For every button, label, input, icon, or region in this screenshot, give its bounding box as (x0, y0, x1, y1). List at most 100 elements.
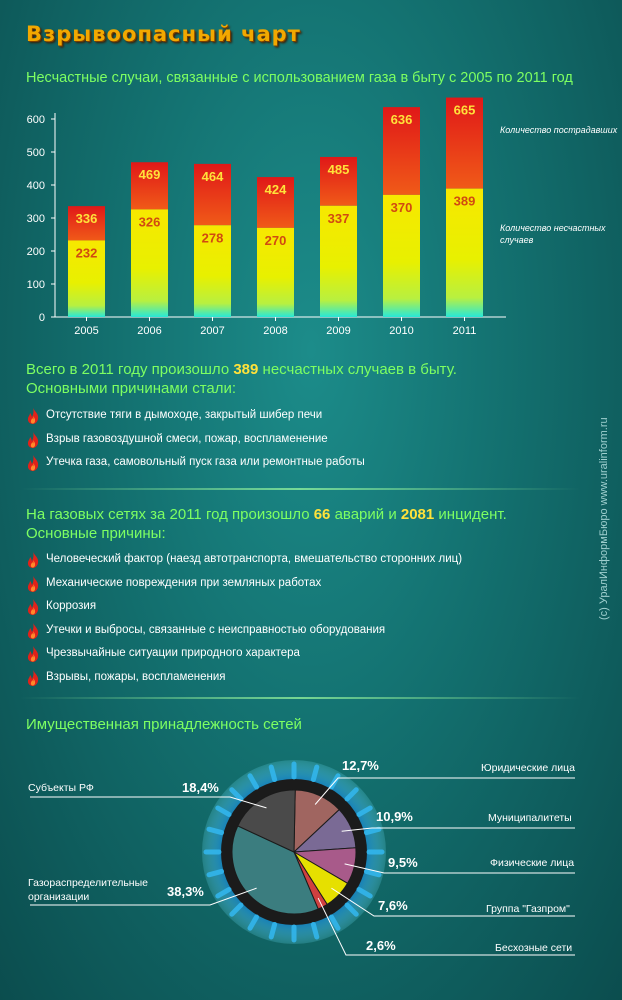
x-tick-label: 2009 (326, 325, 350, 337)
legend-accidents: Количество несчастных случаев (500, 223, 606, 245)
burner-flame (229, 787, 244, 802)
data-label-accidents: 232 (76, 245, 98, 260)
data-label-accidents: 370 (391, 200, 413, 215)
list-item-text: Взрыв газовоздушной смеси, пожар, воспла… (46, 432, 328, 445)
pie-pct-gazprom: 7,6% (378, 898, 408, 913)
burner-flame (215, 887, 232, 899)
list-item-text: Утечка газа, самовольный пуск газа или р… (46, 456, 365, 468)
data-label-victims: 485 (328, 162, 350, 177)
list-item: Отсутствие тяги в дымоходе, закрытый шиб… (26, 407, 457, 431)
x-tick-label: 2010 (389, 325, 413, 337)
burner-flame (356, 805, 373, 817)
leader-line (341, 827, 575, 832)
pie-chart (30, 760, 575, 956)
section-accidents: Всего в 2011 году произошло 389 несчастн… (26, 360, 457, 478)
bar-chart: 0 100 200 300 400 500 600 2005 336 232 2006 469 326 2… (27, 97, 506, 337)
list-item: Механические повреждения при земляных ра… (26, 575, 507, 599)
pie-pct-legal: 12,7% (342, 758, 379, 773)
pie-label-legal: Юридические лица (481, 762, 575, 774)
list-item-text: Механические повреждения при земляных ра… (46, 576, 322, 589)
pie-label-individuals: Физические лица (490, 857, 575, 869)
section-gas-networks: На газовых сетях за 2011 год произошло 6… (26, 505, 507, 692)
data-label-victims: 665 (454, 103, 476, 118)
burner-flame (268, 921, 278, 940)
page-title: Взрывоопасный чарт (26, 22, 301, 46)
pie-label-gro: Газораспределительные организации (28, 877, 148, 903)
legend-victims: Количество пострадавших (500, 125, 618, 135)
burner-flame (310, 764, 320, 783)
flame-icon (27, 646, 39, 662)
leader-line (30, 887, 257, 906)
burner-flame (344, 787, 359, 802)
data-label-accidents: 389 (454, 194, 476, 209)
x-tick-label: 2011 (453, 325, 477, 337)
data-label-victims: 336 (76, 211, 98, 226)
flame-icon (27, 622, 39, 639)
bar-accidents (194, 225, 231, 317)
bar-victims (446, 97, 483, 189)
list-item: Утечки и выбросы, связанные с неисправно… (26, 622, 507, 646)
flame-icon (27, 575, 39, 592)
bar-victims (194, 163, 231, 226)
section-networks-heading: На газовых сетях за 2011 год произошло 6… (26, 506, 507, 523)
list-item: Утечка газа, самовольный пуск газа или р… (26, 454, 457, 478)
list-item-text: Человеческий фактор (наезд автотранспорт… (46, 553, 463, 565)
burner-flame (206, 826, 225, 836)
pie-label-subjects: Субъекты РФ (28, 782, 94, 794)
bar-accidents (320, 205, 357, 317)
burner-flame (268, 764, 278, 783)
divider (20, 488, 580, 490)
list-item-text: Коррозия (46, 600, 97, 612)
burner-flame (344, 902, 359, 917)
pie-chart-title: Имущественная принадлежность сетей (26, 716, 302, 733)
y-tick-label: 500 (27, 147, 45, 159)
list-item-text: Отсутствие тяги в дымоходе, закрытый шиб… (46, 409, 323, 421)
data-label-victims: 469 (139, 167, 161, 182)
leader-line (317, 897, 575, 956)
pie-label-gazprom: Группа "Газпром" (486, 903, 570, 915)
bar-accidents (68, 240, 105, 317)
list-item-text: Взрывы, пожары, воспламенения (46, 670, 226, 683)
data-label-accidents: 326 (139, 214, 161, 229)
data-label-victims: 424 (265, 182, 287, 197)
pie-pct-individuals: 9,5% (388, 855, 418, 870)
flame-icon (27, 669, 39, 686)
flame-icon (27, 455, 39, 471)
divider (20, 697, 580, 699)
pie-pct-subjects: 18,4% (182, 780, 219, 795)
causes-list-1: Отсутствие тяги в дымоходе, закрытый шиб… (26, 407, 457, 478)
list-item: Взрыв газовоздушной смеси, пожар, воспла… (26, 431, 457, 455)
bar-victims (383, 107, 420, 195)
x-tick-label: 2007 (200, 325, 224, 337)
list-item-text: Чрезвычайные ситуации природного характе… (46, 647, 300, 659)
bar-victims (68, 206, 105, 241)
y-tick-label: 600 (27, 114, 45, 126)
bar-victims (257, 177, 294, 228)
x-tick-label: 2008 (263, 325, 287, 337)
list-item: Коррозия (26, 598, 507, 622)
pie-label-municipal: Муниципалитеты (488, 812, 572, 824)
flame-icon (27, 408, 39, 424)
pie-slice (237, 789, 296, 853)
section-accidents-heading: Всего в 2011 году произошло 389 несчастн… (26, 361, 457, 378)
list-item-text: Утечки и выбросы, связанные с неисправно… (46, 623, 386, 636)
bar-accidents (131, 209, 168, 317)
burner-flame (215, 805, 232, 817)
data-label-victims: 464 (202, 169, 224, 184)
pie-pct-gro: 38,3% (167, 884, 204, 899)
y-tick-label: 200 (27, 246, 45, 258)
list-item: Взрывы, пожары, воспламенения (26, 669, 507, 693)
section-networks-subheading: Основные причины: (26, 525, 166, 542)
leader-line (30, 796, 267, 809)
burner-flame (206, 868, 225, 878)
flame-icon (27, 599, 39, 615)
leader-line (331, 887, 575, 917)
y-tick-label: 100 (27, 279, 45, 291)
list-item: Человеческий фактор (наезд автотранспорт… (26, 551, 507, 575)
flame-icon (27, 552, 39, 568)
burner-flame (356, 887, 373, 899)
bar-accidents (446, 188, 483, 317)
y-tick-label: 0 (39, 312, 45, 324)
burner-flame (229, 902, 244, 917)
section-accidents-subheading: Основными причинами стали: (26, 380, 237, 397)
